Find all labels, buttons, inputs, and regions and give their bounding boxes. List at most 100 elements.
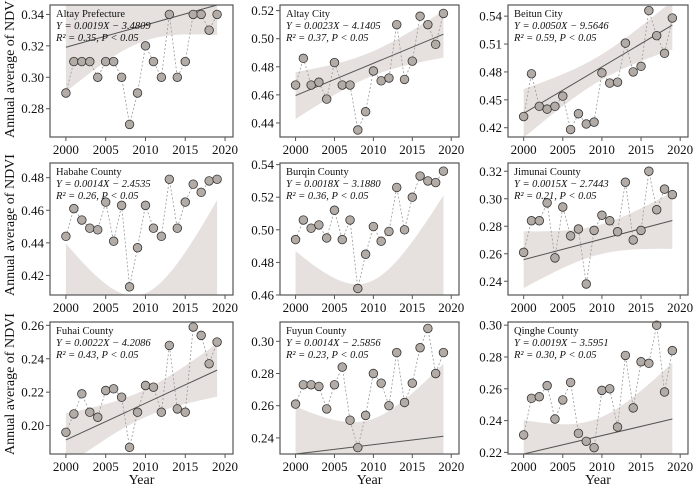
data-point (116, 72, 127, 82)
y-tick-label: 0.48 (21, 170, 44, 185)
data-point (108, 384, 119, 394)
x-tick-label: 2000 (511, 459, 537, 474)
plot-frame (507, 4, 689, 138)
panel-title: Burqin County (286, 167, 349, 178)
data-point (384, 73, 394, 83)
x-tick-label: 2000 (283, 459, 309, 474)
data-point (399, 225, 410, 235)
y-tick-label: 0.50 (251, 222, 274, 237)
x-tick-label: 2020 (212, 300, 238, 315)
y-tick-label: 0.24 (479, 274, 502, 289)
data-point (77, 56, 87, 67)
data-point (628, 235, 638, 245)
data-point (659, 48, 670, 59)
x-tick-label: 2005 (321, 459, 347, 474)
data-point (337, 80, 347, 90)
x-tick-label: 2015 (399, 300, 425, 315)
x-tick-label: 2005 (550, 142, 576, 157)
data-point (518, 430, 529, 440)
data-point (180, 56, 190, 67)
x-tick-label: 2015 (172, 300, 198, 315)
data-point (392, 347, 402, 358)
panel-title: Fuhai County (56, 326, 114, 337)
x-tick-label: 2000 (53, 300, 79, 315)
data-point (345, 415, 355, 425)
data-point (172, 404, 183, 414)
data-point (148, 382, 159, 392)
y-tick-label: 0.46 (251, 87, 274, 102)
x-tick-label: 2020 (212, 142, 238, 157)
regression-stats: R² = 0.36, P < 0.05 (285, 191, 368, 202)
data-point (124, 442, 135, 453)
data-point (589, 442, 599, 453)
data-point (212, 9, 222, 20)
data-point (321, 233, 332, 243)
x-tick-label: 2000 (53, 142, 79, 157)
data-point (415, 11, 425, 21)
y-tick-label: 0.34 (21, 7, 44, 22)
y-tick-label: 0.54 (251, 157, 274, 172)
data-point (156, 231, 167, 242)
regression-equation: Y = 0.0015X − 2.7443 (514, 179, 609, 190)
panel-jimunai-county: 0.24 0.26 0.28 0.30 0.32 2000 2005 2010 2015 2020… (479, 162, 693, 315)
data-point (132, 243, 143, 253)
data-point (518, 111, 529, 122)
data-point (298, 215, 309, 225)
regression-stats: R² = 0.59, P < 0.05 (513, 33, 596, 44)
data-point (651, 320, 662, 330)
data-point (298, 53, 309, 64)
x-tick-label: 2010 (132, 300, 158, 315)
y-tick-label: 0.46 (251, 288, 274, 303)
y-tick-label: 0.24 (479, 413, 502, 428)
x-tick-label: 2010 (360, 300, 386, 315)
y-tick-label: 0.28 (479, 219, 502, 234)
plot-frame (507, 162, 689, 296)
data-point (329, 57, 340, 68)
data-point (659, 184, 670, 194)
data-point (581, 436, 591, 446)
x-tick-label: 2015 (172, 459, 198, 474)
data-point (573, 109, 584, 119)
data-point (108, 56, 119, 67)
data-point (337, 362, 347, 372)
data-point (573, 428, 584, 439)
data-point (212, 337, 222, 347)
data-point (100, 385, 111, 396)
y-tick-label: 0.30 (21, 70, 44, 85)
y-tick-label: 0.22 (21, 385, 44, 400)
data-point (597, 68, 607, 78)
data-point (438, 347, 449, 358)
data-point (651, 205, 662, 215)
y-tick-label: 0.45 (479, 92, 502, 107)
panel-fuyun-county: 0.24 0.26 0.28 0.30 2000 2005 2010 2015 2020 Fuyu… (251, 321, 464, 488)
x-tick-label: 2010 (132, 459, 158, 474)
x-tick-label: 2010 (360, 459, 386, 474)
data-point (534, 392, 545, 402)
data-point (423, 19, 433, 30)
data-point (140, 200, 151, 211)
data-point (605, 78, 615, 88)
y-tick-label: 0.48 (479, 64, 502, 79)
data-point (314, 220, 324, 230)
data-point (518, 247, 529, 258)
data-point (430, 39, 441, 50)
y-tick-label: 0.44 (251, 115, 274, 130)
connector-line (523, 10, 673, 131)
y-tick-label: 0.30 (479, 191, 502, 206)
confidence-band (295, 363, 444, 454)
panel-title: Altay Prefecture (56, 9, 125, 20)
regression-stats: R² = 0.30, P < 0.05 (513, 350, 596, 361)
data-point (628, 67, 638, 77)
data-point (204, 25, 214, 35)
data-point (345, 215, 355, 225)
data-point (116, 392, 127, 402)
data-point (597, 385, 607, 396)
data-point (306, 223, 316, 233)
data-point (132, 407, 143, 417)
regression-stats: R² = 0.23, P < 0.05 (285, 350, 368, 361)
data-point (550, 253, 560, 263)
data-point (573, 224, 584, 234)
regression-equation: Y = 0.0022X − 4.2086 (56, 338, 151, 349)
data-point (636, 357, 646, 367)
x-tick-label: 2005 (550, 459, 576, 474)
